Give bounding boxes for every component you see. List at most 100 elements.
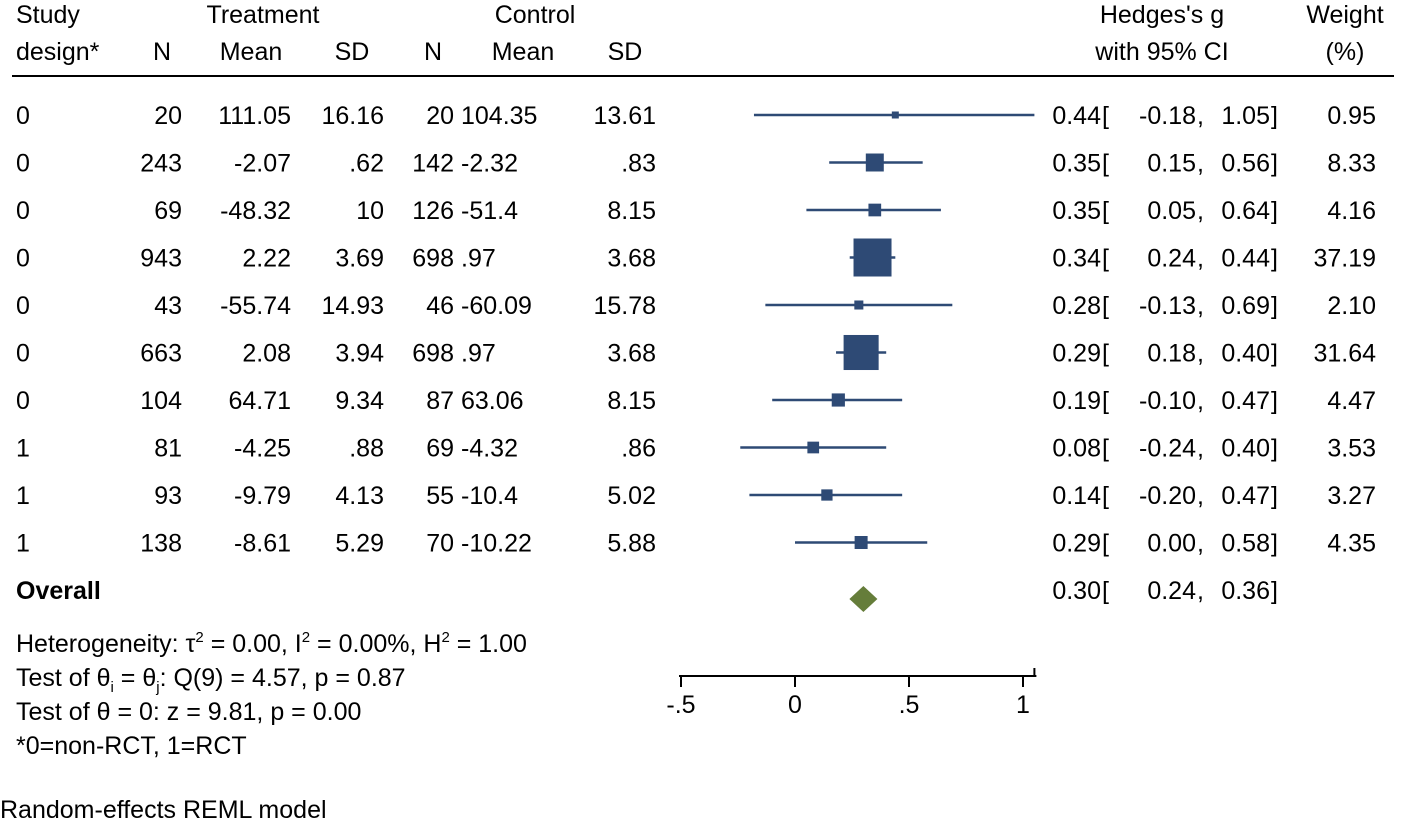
header-treatment-sd: SD — [335, 38, 370, 66]
effect-estimate-label: 0.35 — [1052, 197, 1101, 225]
cell-c-sd: 3.68 — [607, 340, 656, 368]
cell-c-sd: 8.15 — [607, 197, 656, 225]
header-weight-line2: (%) — [1326, 38, 1365, 66]
header-control-sd: SD — [608, 38, 643, 66]
effect-estimate-label: 0.28 — [1052, 292, 1101, 320]
effect-marker — [843, 334, 879, 371]
cell-t-mean: -4.25 — [234, 435, 291, 463]
cell-t-n: 81 — [154, 435, 182, 463]
header-control: Control — [495, 1, 576, 29]
table-row: 0 69 -48.32 10 126 -51.4 8.15 0.35[0.05, 0.64] 4.… — [16, 197, 1376, 225]
cell-t-n: 69 — [154, 197, 182, 225]
ci-lower-label: 0.18 — [1147, 340, 1196, 368]
overall-estimate-label: 0.30 — [1052, 577, 1101, 605]
ci-comma: , — [1197, 245, 1204, 273]
cell-t-sd: 3.69 — [335, 245, 384, 273]
cell-design: 1 — [16, 530, 30, 558]
effect-marker — [831, 393, 845, 407]
ci-upper-label: 0.58 — [1221, 530, 1270, 558]
ci-bracket-open: [ — [1102, 340, 1109, 368]
ci-bracket-close: ] — [1271, 530, 1278, 558]
effect-marker — [868, 203, 882, 217]
weight-label: 31.64 — [1313, 340, 1376, 368]
cell-c-mean: .97 — [461, 340, 496, 368]
cell-c-n: 69 — [426, 435, 454, 463]
ci-comma: , — [1197, 340, 1204, 368]
cell-t-sd: 3.94 — [335, 340, 384, 368]
overall-ci-upper-label: 0.36 — [1221, 577, 1270, 605]
cell-c-n: 70 — [426, 530, 454, 558]
ci-bracket-open: [ — [1102, 102, 1109, 130]
table-row: 0 104 64.71 9.34 87 63.06 8.15 0.19[-0.10, 0.47]… — [16, 387, 1376, 415]
test-theta-ij-part-2: = θ — [114, 664, 156, 692]
effect-marker — [891, 111, 899, 119]
cell-t-n: 943 — [140, 245, 182, 273]
table-row: 1 81 -4.25 .88 69 -4.32 .86 0.08[-0.24, 0.40] 3.5… — [16, 435, 1376, 463]
ci-upper-label: 0.47 — [1221, 482, 1270, 510]
x-tick-label: -.5 — [666, 691, 695, 719]
effect-estimate-label: 0.29 — [1052, 340, 1101, 368]
cell-c-mean: -10.22 — [461, 530, 532, 558]
ci-comma: , — [1197, 102, 1204, 130]
cell-c-sd: .86 — [621, 435, 656, 463]
ci-lower-label: 0.24 — [1147, 245, 1196, 273]
effect-marker — [854, 536, 868, 549]
ci-comma: , — [1197, 292, 1204, 320]
ci-upper-label: 1.05 — [1221, 102, 1270, 130]
table-row: 0 20 111.05 16.16 20 104.35 13.61 0.44[-0.18, 1.… — [16, 102, 1376, 130]
weight-label: 0.95 — [1327, 102, 1376, 130]
ci-bracket-close: ] — [1271, 102, 1278, 130]
cell-t-n: 243 — [140, 150, 182, 178]
test-theta-zero-note: Test of θ = 0: z = 9.81, p = 0.00 — [16, 698, 361, 726]
table-row: 0 663 2.08 3.94 698.97 3.68 0.29[0.18, 0.40] 31.… — [16, 340, 1376, 368]
ci-upper-label: 0.47 — [1221, 387, 1270, 415]
cell-c-sd: 5.02 — [607, 482, 656, 510]
cell-t-n: 138 — [140, 530, 182, 558]
effect-marker — [821, 489, 833, 501]
cell-c-mean: .97 — [461, 245, 496, 273]
cell-t-sd: 9.34 — [335, 387, 384, 415]
cell-design: 0 — [16, 245, 30, 273]
ci-comma: , — [1197, 150, 1204, 178]
ci-upper-label: 0.56 — [1221, 150, 1270, 178]
effect-estimate-label: 0.14 — [1052, 482, 1101, 510]
effect-marker — [807, 441, 820, 454]
cell-c-sd: 5.88 — [607, 530, 656, 558]
header-treatment-n: N — [153, 38, 171, 66]
ci-bracket-open: [ — [1102, 387, 1109, 415]
test-theta-ij-part-1: Test of θ — [16, 664, 111, 692]
overall-diamond — [849, 586, 878, 612]
cell-design: 0 — [16, 387, 30, 415]
ci-bracket-open: [ — [1102, 150, 1109, 178]
ci-comma: , — [1197, 387, 1204, 415]
ci-bracket-open: [ — [1102, 435, 1109, 463]
ci-comma: , — [1197, 435, 1204, 463]
cell-t-n: 93 — [154, 482, 182, 510]
test-theta-ij-part-3: : Q(9) = 4.57, p = 0.87 — [160, 664, 406, 692]
cell-c-n: 55 — [426, 482, 454, 510]
weight-label: 8.33 — [1327, 150, 1376, 178]
header-treatment-mean: Mean — [220, 38, 283, 66]
cell-design: 1 — [16, 435, 30, 463]
overall-ci-lower-label: 0.24 — [1147, 577, 1196, 605]
cell-c-mean: -2.32 — [461, 150, 518, 178]
study-rows: 0 20 111.05 16.16 20 104.35 13.61 0.44[-0.18, 1.… — [16, 102, 1376, 605]
test-theta-ij-sub-2: j — [155, 679, 159, 696]
x-tick-label: 0 — [788, 691, 802, 719]
cell-t-mean: 111.05 — [218, 102, 291, 130]
effect-estimate-label: 0.29 — [1052, 530, 1101, 558]
cell-c-n: 126 — [412, 197, 454, 225]
heterogeneity-sup-3: 2 — [441, 629, 449, 646]
cell-t-n: 104 — [140, 387, 182, 415]
ci-lower-label: -0.10 — [1139, 387, 1196, 415]
overall-row: Overall 0.30[0.24, 0.36] — [16, 577, 1278, 605]
cell-t-sd: 5.29 — [335, 530, 384, 558]
ci-bracket-open: [ — [1102, 482, 1109, 510]
ci-bracket-open: [ — [1102, 530, 1109, 558]
heterogeneity-sup-2: 2 — [302, 629, 310, 646]
ci-upper-label: 0.69 — [1221, 292, 1270, 320]
ci-comma: , — [1197, 530, 1204, 558]
table-row: 1 93 -9.79 4.13 55 -10.4 5.02 0.14[-0.20, 0.47] 3… — [16, 482, 1376, 510]
ci-comma: , — [1197, 577, 1204, 605]
